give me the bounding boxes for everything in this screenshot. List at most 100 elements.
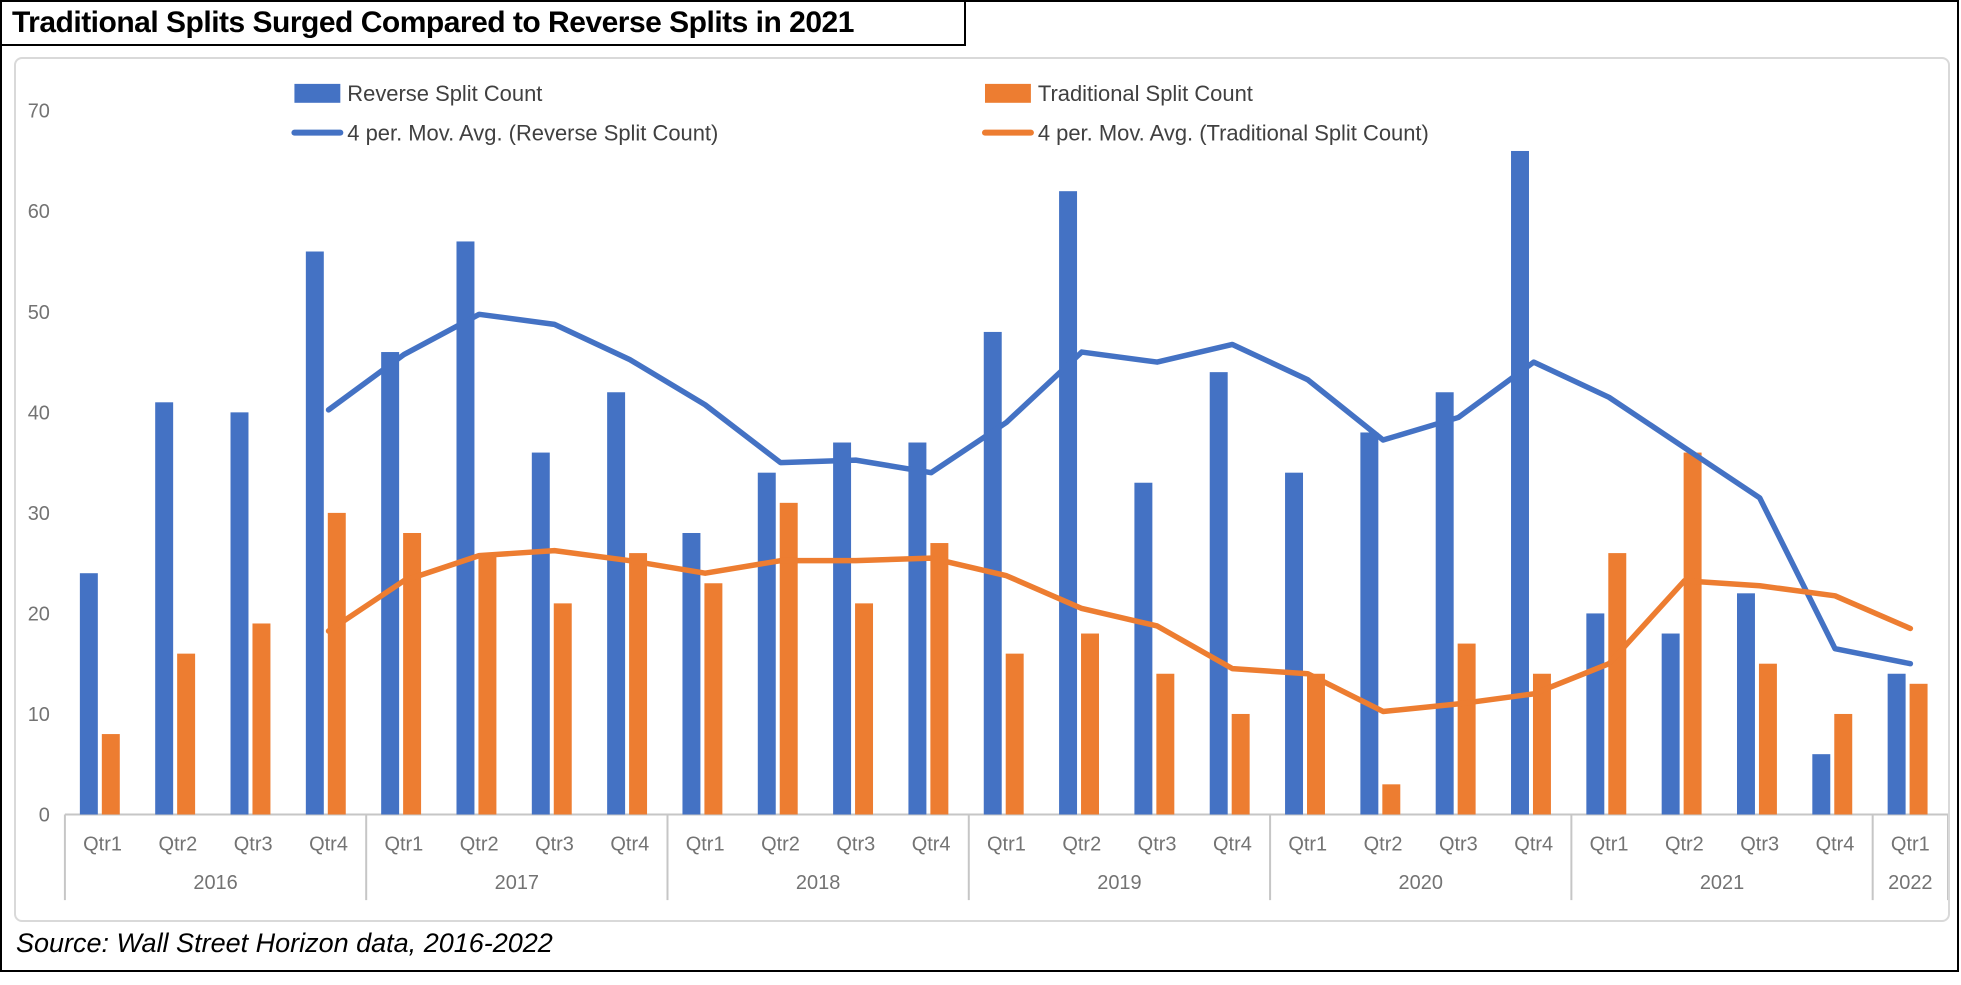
traditional-split-bar (779, 502, 798, 815)
reverse-split-bar (305, 251, 324, 815)
y-axis-tick-label: 50 (28, 302, 50, 324)
reverse-split-bar (1661, 633, 1680, 815)
quarter-label: Qtr1 (1288, 833, 1327, 855)
quarter-label: Qtr1 (686, 833, 725, 855)
quarter-label: Qtr1 (384, 833, 423, 855)
source-note: Source: Wall Street Horizon data, 2016-2… (16, 928, 553, 958)
traditional-split-bar (1005, 653, 1024, 815)
reverse-split-bar (1887, 673, 1906, 815)
reverse-split-bar (1736, 593, 1755, 815)
traditional-split-bar (1231, 713, 1250, 815)
legend-label: Reverse Split Count (347, 81, 542, 106)
quarter-label: Qtr3 (1740, 833, 1779, 855)
reverse-split-bar (757, 472, 776, 815)
reverse-split-bar (607, 392, 626, 815)
y-axis-tick-label: 70 (28, 101, 50, 123)
reverse-split-bar (230, 412, 249, 815)
quarter-label: Qtr4 (912, 833, 951, 855)
reverse-split-bar (1059, 191, 1078, 815)
chart-title: Traditional Splits Surged Compared to Re… (12, 6, 854, 39)
traditional-split-bar (1834, 713, 1853, 815)
traditional-split-bar (1156, 673, 1175, 815)
chart-frame: 0 10 20 30 40 50 60 70 2016 2017 2018 2019 2020 2021 2… (14, 57, 1950, 922)
reverse-split-bar (682, 532, 701, 815)
y-axis-tick-label: 40 (28, 402, 50, 424)
reverse-split-bar (1360, 432, 1379, 815)
quarter-label: Qtr2 (158, 833, 197, 855)
traditional-split-bar (1683, 452, 1702, 815)
traditional-split-bar (252, 623, 271, 815)
quarter-label: Qtr1 (987, 833, 1026, 855)
reverse-split-bar (456, 241, 475, 815)
quarter-label: Qtr4 (610, 833, 649, 855)
reverse-mov-avg-line (325, 311, 1914, 667)
quarter-label: Qtr3 (1439, 833, 1478, 855)
reverse-split-bar (908, 442, 927, 815)
traditional-split-legend-swatch (984, 83, 1031, 103)
reverse-split-legend-swatch (294, 83, 341, 103)
reverse-split-bar (833, 442, 852, 815)
reverse-split-bar (1134, 482, 1153, 815)
quarter-label: Qtr4 (1514, 833, 1553, 855)
year-label: 2018 (796, 872, 840, 894)
traditional-split-bar (855, 603, 874, 815)
year-label: 2017 (495, 872, 539, 894)
traditional-split-bar (327, 512, 346, 815)
year-label: 2016 (193, 872, 237, 894)
quarter-label: Qtr2 (1364, 833, 1403, 855)
traditional-mov-avg-line (325, 547, 1914, 715)
traditional-split-bar (1608, 553, 1627, 815)
traditional-split-bar (177, 653, 196, 815)
quarter-label: Qtr2 (761, 833, 800, 855)
quarter-label: Qtr1 (1590, 833, 1629, 855)
reverse-split-bar (79, 573, 98, 815)
traditional-split-bar (101, 734, 120, 815)
traditional-split-bar (1457, 643, 1476, 815)
reverse-split-bar (1812, 754, 1831, 815)
reverse-split-bar (1511, 150, 1529, 815)
reverse-split-bar (1209, 372, 1228, 815)
quarter-label: Qtr1 (83, 833, 122, 855)
chart-plot-area: 0 10 20 30 40 50 60 70 2016 2017 2018 2019 2020 2021 2… (28, 81, 1948, 901)
year-label: 2021 (1700, 872, 1744, 894)
traditional-split-bar (1758, 663, 1777, 815)
year-label: 2022 (1888, 872, 1932, 894)
traditional-split-bar (930, 543, 949, 815)
legend-label: Traditional Split Count (1038, 81, 1253, 106)
quarter-label: Qtr4 (309, 833, 348, 855)
legend-label: 4 per. Mov. Avg. (Traditional Split Coun… (1038, 121, 1429, 146)
traditional-split-bar (478, 553, 497, 815)
y-axis-tick-label: 30 (28, 503, 50, 525)
reverse-split-bar (531, 452, 550, 815)
traditional-split-bar (403, 532, 422, 815)
y-axis-tick-label: 60 (28, 201, 50, 223)
quarter-label: Qtr2 (1062, 833, 1101, 855)
quarter-label: Qtr3 (1138, 833, 1177, 855)
reverse-split-bar (1435, 392, 1454, 815)
year-label: 2020 (1399, 872, 1443, 894)
legend-label: 4 per. Mov. Avg. (Reverse Split Count) (347, 121, 718, 146)
year-label: 2019 (1097, 872, 1141, 894)
quarter-label: Qtr1 (1891, 833, 1930, 855)
reverse-split-bar (1586, 613, 1605, 815)
y-axis-tick-label: 10 (28, 704, 50, 726)
reverse-split-bar (155, 402, 174, 815)
traditional-split-bar (1532, 673, 1551, 815)
quarter-label: Qtr3 (535, 833, 574, 855)
title-box: Traditional Splits Surged Compared to Re… (0, 0, 966, 46)
reverse-split-bar (1285, 472, 1304, 815)
quarter-label: Qtr2 (1665, 833, 1704, 855)
reverse-split-bar (381, 352, 400, 815)
traditional-split-bar (629, 553, 648, 815)
quarter-label: Qtr4 (1213, 833, 1252, 855)
quarter-label: Qtr4 (1816, 833, 1855, 855)
traditional-split-bar (704, 583, 723, 815)
quarter-label: Qtr3 (836, 833, 875, 855)
quarter-label: Qtr3 (234, 833, 273, 855)
traditional-split-bar (1307, 673, 1325, 815)
traditional-split-bar (1909, 683, 1928, 815)
traditional-split-bar (1382, 784, 1401, 815)
y-axis-tick-label: 0 (39, 804, 50, 826)
traditional-split-bar (553, 603, 572, 815)
